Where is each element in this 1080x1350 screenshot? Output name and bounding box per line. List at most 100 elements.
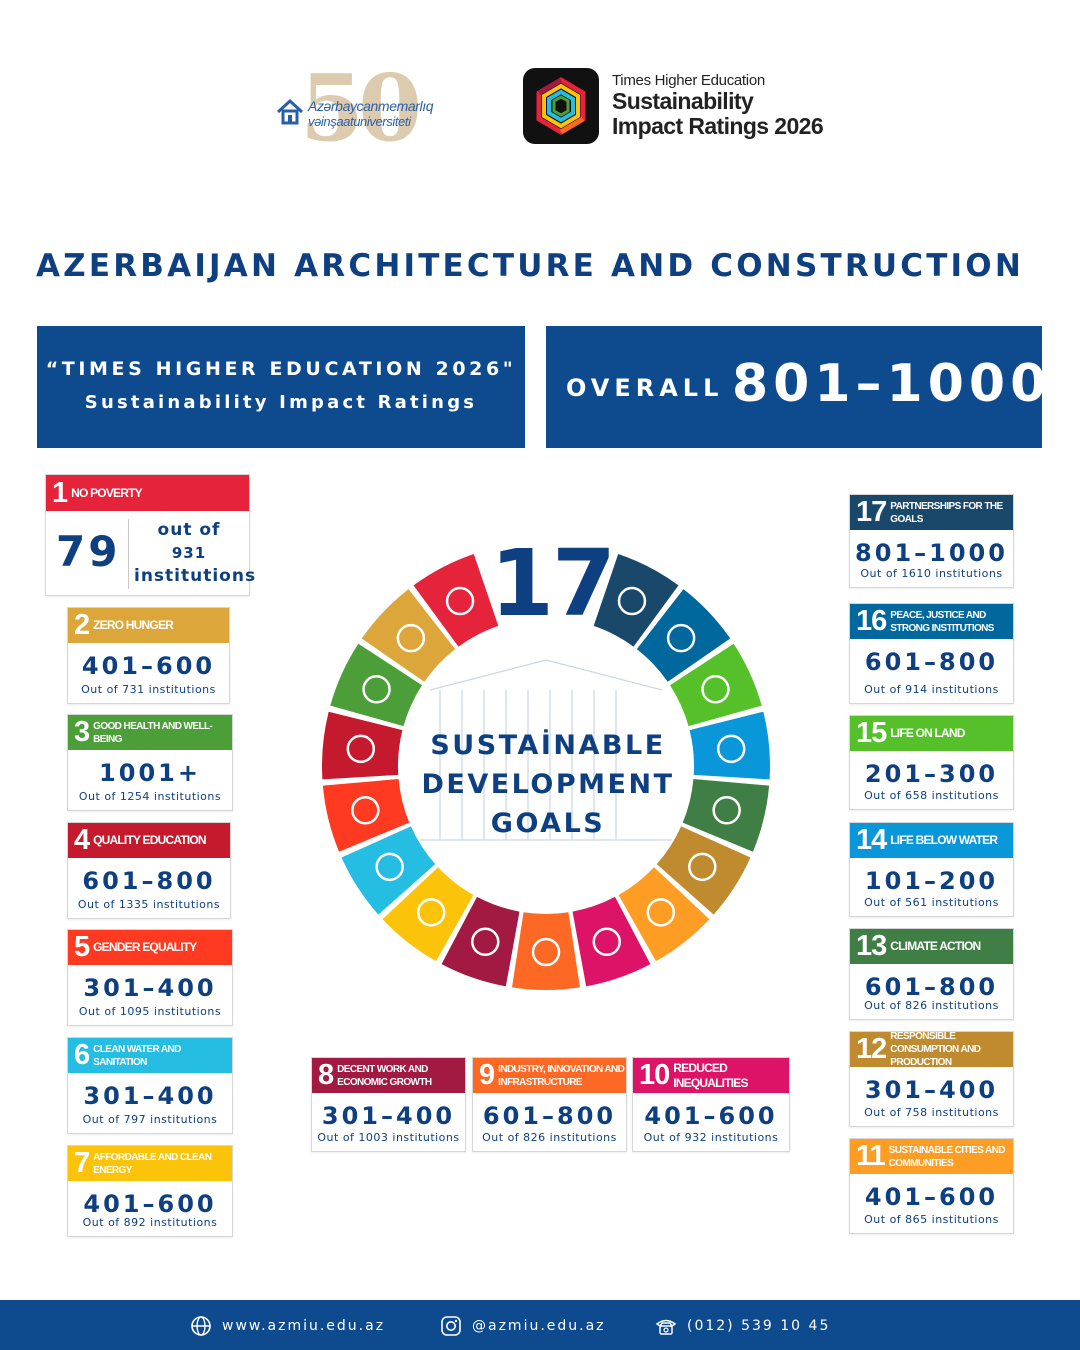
sdg-rank: 601–800	[482, 1102, 617, 1130]
sdg-rank: 79	[56, 527, 121, 576]
sdg-17-icon	[617, 586, 647, 616]
wheel-segment-sdg-17	[593, 553, 679, 647]
wheel-segment-sdg-4	[322, 711, 403, 780]
sdg-name: INDUSTRY, INNOVATION AND INFRASTRUCTURE	[498, 1063, 625, 1088]
sdg-rank: 401–600	[644, 1102, 778, 1130]
sdg-name: GENDER EQUALITY	[93, 940, 197, 954]
sdg-rank: 401–600	[81, 652, 216, 680]
sdg-number: 2	[74, 609, 90, 641]
sdg-12-icon	[688, 852, 717, 882]
sdg-card-2: 2 ZERO HUNGER 401–600 Out of 731 institu…	[67, 607, 230, 704]
sdg-6-icon	[375, 852, 404, 882]
sdg-rank: 201–300	[864, 760, 999, 788]
sdg-number: 13	[856, 930, 887, 962]
sdg-card-15: 15 LIFE ON LAND 201–300 Out of 658 insti…	[849, 715, 1014, 810]
sdg-name: REDUCED INEQUALITIES	[673, 1060, 748, 1090]
sdg-card-12: 12 RESPONSIBLE CONSUMPTION AND PRODUCTIO…	[849, 1031, 1014, 1127]
sdg-card-header: 12 RESPONSIBLE CONSUMPTION AND PRODUCTIO…	[850, 1032, 1013, 1067]
anniversary-50-mark: 50	[300, 54, 422, 162]
sdg-3-icon	[362, 675, 391, 704]
sdg-name: CLIMATE ACTION	[890, 939, 981, 953]
sdg-card-header: 15 LIFE ON LAND	[850, 716, 1013, 751]
sdg-9-icon	[531, 937, 561, 967]
sdg-name: SUSTAINABLE CITIES AND COMMUNITIES	[888, 1144, 1006, 1169]
sdg-rank: 601–800	[864, 648, 999, 676]
sdg-number: 1	[52, 476, 68, 509]
footer: www.azmiu.edu.az @azmiu.edu.az (012) 539…	[0, 1300, 1080, 1350]
wheel-segment-sdg-10	[572, 896, 651, 987]
sdg-institutions-count: Out of 1335 institutions	[77, 898, 221, 911]
divider	[128, 519, 129, 589]
sdg-out-of: out of 931 institutions	[134, 519, 257, 588]
azmiu-logo: 50 Azərbaycanmemarlıq vəinşaatuniversite…	[272, 54, 452, 162]
overall-label: OVERALL	[566, 374, 724, 402]
sdg-card-7: 7 AFFORDABLE AND CLEAN ENERGY 401–600 Ou…	[67, 1145, 233, 1237]
page-title: AZERBAIJAN ARCHITECTURE AND CONSTRUCTION	[35, 248, 1024, 284]
sdg-card-header: 4 QUALITY EDUCATION	[68, 823, 230, 858]
sdg-2-icon	[396, 623, 426, 653]
sdg-card-5: 5 GENDER EQUALITY 301–400 Out of 1095 in…	[67, 929, 233, 1026]
instagram-icon	[441, 1316, 461, 1336]
sdg-name: CLEAN WATER AND SANITATION	[93, 1043, 181, 1068]
wheel-segment-sdg-11	[618, 867, 710, 962]
sdg-institutions-count: Out of 865 institutions	[864, 1213, 999, 1226]
the-logo-line2: Impact Ratings 2026	[612, 113, 824, 139]
sdg-15-icon	[701, 675, 730, 704]
sdg-rank: 1001+	[99, 759, 201, 787]
the-logo-text: Times Higher Education Sustainability Im…	[612, 72, 824, 139]
sdg-5-icon	[351, 796, 380, 825]
sdg-name: ZERO HUNGER	[93, 618, 174, 632]
ratings-banner: “TIMES HIGHER EDUCATION 2026" Sustainabi…	[37, 326, 525, 448]
sdg-institutions-count: Out of 1610 institutions	[860, 567, 1003, 580]
sdg-name: QUALITY EDUCATION	[93, 833, 206, 847]
sdg-name: PEACE, JUSTICE AND STRONG INSTITUTIONS	[890, 609, 994, 634]
sdg-institutions-count: Out of 758 institutions	[864, 1106, 999, 1119]
sdg-card-3: 3 GOOD HEALTH AND WELL-BEING 1001+ Out o…	[67, 714, 233, 811]
wheel-center-text: SUSTAİNABLE DEVELOPMENT GOALS	[400, 726, 696, 843]
sdg-card-17: 17 PARTNERSHIPS FOR THE GOALS 801–1000 O…	[849, 494, 1014, 588]
sdg-card-header: 10 REDUCED INEQUALITIES	[633, 1058, 789, 1093]
sdg-institutions-count: Out of 914 institutions	[864, 683, 999, 696]
ratings-banner-line1: “TIMES HIGHER EDUCATION 2026"	[45, 358, 517, 380]
wheel-segment-sdg-9	[512, 912, 580, 990]
sdg-institutions-count: Out of 1003 institutions	[317, 1131, 460, 1144]
sdg-card-13: 13 CLIMATE ACTION 601–800 Out of 826 ins…	[849, 928, 1014, 1020]
sdg-card-9: 9 INDUSTRY, INNOVATION AND INFRASTRUCTUR…	[472, 1057, 627, 1152]
sdg-card-1: 1 NO POVERTY 79 out of 931 institutions	[45, 474, 257, 596]
phone-link[interactable]: (012) 539 10 45	[655, 1315, 830, 1337]
sdg-name: RESPONSIBLE CONSUMPTION AND PRODUCTION	[890, 1032, 981, 1067]
instagram-text: @azmiu.edu.az	[472, 1318, 606, 1334]
the-logo-line1: Sustainability	[612, 88, 754, 114]
sdg-institutions-count: Out of 932 institutions	[643, 1131, 779, 1144]
wheel-segment-sdg-5	[322, 778, 410, 852]
sdg-card-header: 3 GOOD HEALTH AND WELL-BEING	[68, 715, 232, 750]
sdg-card-header: 8 DECENT WORK AND ECONOMIC GROWTH	[312, 1058, 465, 1093]
sdg-4-icon	[346, 734, 376, 764]
out-of-unit: institutions	[134, 566, 257, 586]
wheel-segment-sdg-13	[682, 778, 770, 852]
website-link[interactable]: www.azmiu.edu.az	[190, 1315, 385, 1337]
sdg-card-header: 6 CLEAN WATER AND SANITATION	[68, 1038, 232, 1073]
sdg-rank: 301–400	[83, 974, 217, 1002]
sdg-card-header: 1 NO POVERTY	[46, 475, 249, 511]
instagram-link[interactable]: @azmiu.edu.az	[440, 1315, 606, 1337]
wheel-text-line1: SUSTAİNABLE	[430, 730, 666, 761]
sdg-card-8: 8 DECENT WORK AND ECONOMIC GROWTH 301–40…	[311, 1057, 466, 1152]
sdg-number: 8	[318, 1059, 334, 1091]
sdg-card-header: 11 SUSTAINABLE CITIES AND COMMUNITIES	[850, 1139, 1013, 1174]
overall-value: 801–1000	[732, 354, 1052, 414]
sdg-16-icon	[666, 623, 696, 653]
azmiu-name-line2: vəinşaatuniversiteti	[308, 114, 411, 129]
sdg-card-header: 17 PARTNERSHIPS FOR THE GOALS	[850, 495, 1013, 530]
sdg-8-icon	[471, 927, 500, 957]
sdg-card-header: 9 INDUSTRY, INNOVATION AND INFRASTRUCTUR…	[473, 1058, 626, 1093]
sdg-card-11: 11 SUSTAINABLE CITIES AND COMMUNITIES 40…	[849, 1138, 1014, 1234]
sdg-rank: 401–600	[83, 1190, 217, 1218]
sdg-wheel	[322, 553, 770, 990]
wheel-segment-sdg-7	[382, 867, 474, 962]
sdg-7-icon	[416, 898, 446, 927]
sdg-card-header: 16 PEACE, JUSTICE AND STRONG INSTITUTION…	[850, 604, 1013, 639]
sdg-card-4: 4 QUALITY EDUCATION 601–800 Out of 1335 …	[67, 822, 231, 919]
phone-text: (012) 539 10 45	[687, 1318, 831, 1334]
sdg-rank: 301–400	[83, 1082, 217, 1110]
